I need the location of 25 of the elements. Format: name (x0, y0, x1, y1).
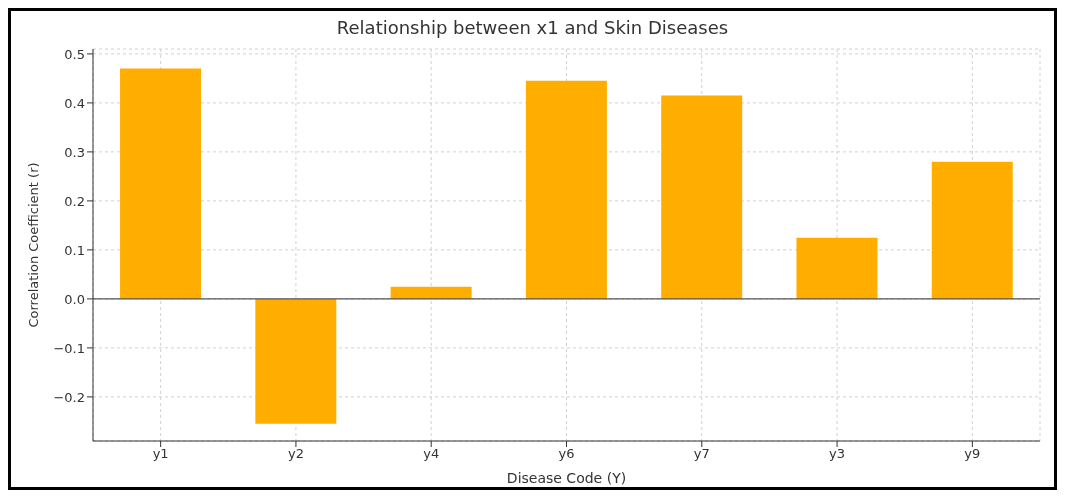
bar (661, 95, 743, 299)
bar (255, 298, 337, 424)
bar (931, 161, 1013, 299)
x-tick-label: y6 (558, 446, 575, 462)
y-axis-title: Correlation Coefficient (r) (25, 162, 41, 328)
y-tick-label: −0.2 (53, 389, 85, 405)
x-tick-label: y3 (829, 446, 846, 462)
y-tick-label: 0.1 (64, 242, 85, 258)
y-tick-label: 0.5 (64, 46, 85, 62)
y-tick-label: 0.4 (64, 95, 85, 111)
y-tick-label: 0.0 (64, 291, 85, 307)
y-tick-label: −0.1 (53, 340, 85, 356)
x-tick-label: y1 (152, 446, 169, 462)
bar (525, 80, 607, 299)
x-axis-title: Disease Code (Y) (506, 470, 627, 486)
chart-title: Relationship between x1 and Skin Diseases (335, 17, 730, 40)
y-tick-label: 0.3 (64, 144, 85, 160)
x-tick-label: y2 (287, 446, 304, 462)
bar (796, 237, 878, 299)
y-tick-label: 0.2 (64, 193, 85, 209)
bar (390, 286, 472, 299)
x-tick-label: y9 (964, 446, 981, 462)
x-tick-label: y4 (423, 446, 440, 462)
x-tick-label: y7 (693, 446, 710, 462)
bar (120, 68, 202, 299)
